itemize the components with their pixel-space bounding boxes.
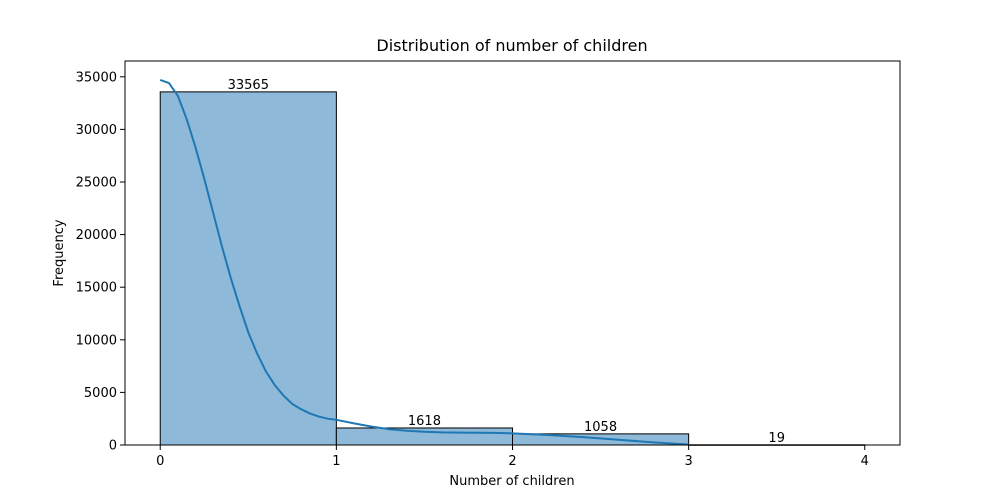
kde-curve [159,78,689,446]
y-tick-label: 35000 [76,70,117,85]
y-tick-label: 25000 [76,175,117,190]
y-tick-label: 10000 [76,333,117,348]
x-tick-label: 4 [861,454,869,469]
x-tick-label: 0 [156,454,164,469]
y-tick-label: 0 [109,439,117,454]
x-tick-label: 1 [332,454,340,469]
y-tick-label: 5000 [84,386,117,401]
bar-labels-group: 33565 1618 1058 19 [228,78,785,446]
bar-value-label: 1618 [408,414,441,429]
x-tick-label: 2 [508,454,516,469]
bar-value-label: 19 [768,431,785,446]
x-tick-label: 3 [684,454,692,469]
y-axis-label: Frequency [52,219,67,286]
chart-title: Distribution of number of children [376,36,647,55]
y-tick-label: 15000 [76,281,117,296]
y-tick-label: 20000 [76,228,117,243]
histogram-bar [159,91,337,446]
histogram-bar [335,427,514,446]
y-axis: 0 5000 10000 15000 20000 25000 30000 35000 [76,70,125,454]
x-axis-label: Number of children [449,474,574,489]
x-axis: 0 1 2 3 4 [156,445,869,469]
y-tick-label: 30000 [76,123,117,138]
bar-value-label: 33565 [228,78,269,93]
bar-value-label: 1058 [584,420,617,435]
